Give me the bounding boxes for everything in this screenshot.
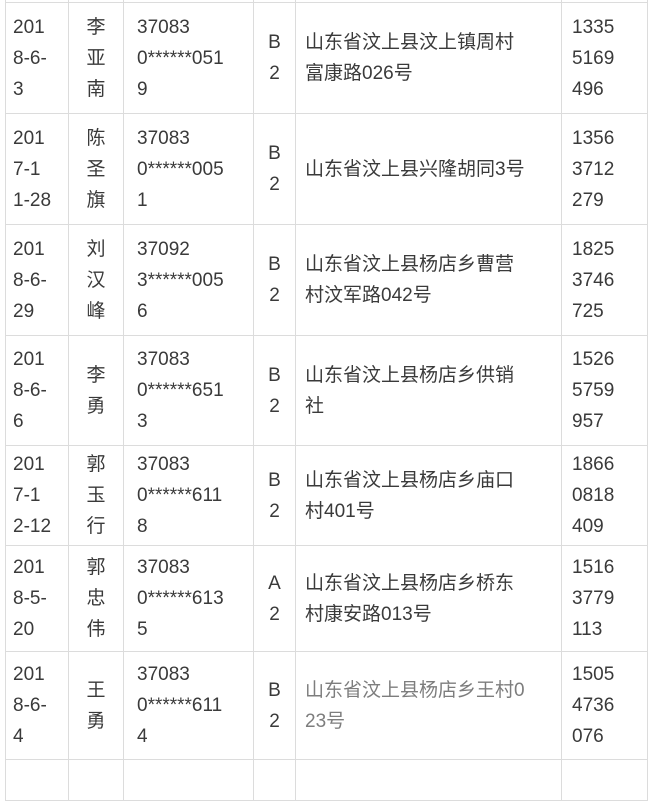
address-cell: 山东省汶上县汶上镇周村 富康路026号	[295, 2, 562, 114]
phone-cell: 1866 0818 409	[561, 445, 648, 546]
table-row: 201 8-6- 4 王 勇 37083 0******611 4 B 2 山东…	[5, 651, 648, 760]
license-class-cell: B 2	[253, 651, 296, 760]
date-cell	[5, 759, 69, 801]
date-cell: 201 8-6- 6	[5, 335, 69, 446]
date-cell: 201 7-1 1-28	[5, 113, 69, 225]
table-row: 201 7-1 2-12 郭 玉 行 37083 0******611 8 B …	[5, 445, 648, 546]
phone-cell: 1526 5759 957	[561, 335, 648, 446]
phone-cell: 1825 3746 725	[561, 224, 648, 336]
phone-cell: 1335 5169 496	[561, 2, 648, 114]
date-cell: 201 7-1 2-12	[5, 445, 69, 546]
license-class-cell: B 2	[253, 445, 296, 546]
id-cell: 37092 3******005 6	[123, 224, 254, 336]
license-class-cell	[253, 759, 296, 801]
license-class-cell: A 2	[253, 545, 296, 652]
name-cell: 李 勇	[68, 335, 124, 446]
address-cell: 山东省汶上县杨店乡曹营 村汶军路042号	[295, 224, 562, 336]
table-row: 201 8-6- 29 刘 汉 峰 37092 3******005 6 B 2…	[5, 224, 648, 336]
phone-cell	[561, 759, 648, 801]
table-row-partial-bottom	[5, 759, 648, 801]
id-cell: 37083 0******651 3	[123, 335, 254, 446]
table-row: 201 8-6- 3 李 亚 南 37083 0******051 9 B 2 …	[5, 2, 648, 114]
id-cell: 37083 0******611 4	[123, 651, 254, 760]
address-cell: 山东省汶上县杨店乡庙口 村401号	[295, 445, 562, 546]
address-cell: 山东省汶上县杨店乡供销 社	[295, 335, 562, 446]
name-cell: 刘 汉 峰	[68, 224, 124, 336]
table-row: 201 8-5- 20 郭 忠 伟 37083 0******613 5 A 2…	[5, 545, 648, 652]
address-cell: 山东省汶上县杨店乡桥东 村康安路013号	[295, 545, 562, 652]
address-cell: 山东省汶上县兴隆胡同3号	[295, 113, 562, 225]
name-cell: 郭 玉 行	[68, 445, 124, 546]
name-cell	[68, 759, 124, 801]
address-cell	[295, 759, 562, 801]
date-cell: 201 8-6- 4	[5, 651, 69, 760]
phone-cell: 1516 3779 113	[561, 545, 648, 652]
address-cell: 山东省汶上县杨店乡王村0 23号	[295, 651, 562, 760]
name-cell: 王 勇	[68, 651, 124, 760]
id-cell: 37083 0******005 1	[123, 113, 254, 225]
license-class-cell: B 2	[253, 113, 296, 225]
license-class-cell: B 2	[253, 2, 296, 114]
id-cell	[123, 759, 254, 801]
id-cell: 37083 0******613 5	[123, 545, 254, 652]
license-class-cell: B 2	[253, 224, 296, 336]
name-cell: 陈 圣 旗	[68, 113, 124, 225]
id-cell: 37083 0******051 9	[123, 2, 254, 114]
date-cell: 201 8-5- 20	[5, 545, 69, 652]
table-row: 201 7-1 1-28 陈 圣 旗 37083 0******005 1 B …	[5, 113, 648, 225]
name-cell: 郭 忠 伟	[68, 545, 124, 652]
phone-cell: 1505 4736 076	[561, 651, 648, 760]
id-cell: 37083 0******611 8	[123, 445, 254, 546]
date-cell: 201 8-6- 3	[5, 2, 69, 114]
name-cell: 李 亚 南	[68, 2, 124, 114]
license-class-cell: B 2	[253, 335, 296, 446]
table-row: 201 8-6- 6 李 勇 37083 0******651 3 B 2 山东…	[5, 335, 648, 446]
date-cell: 201 8-6- 29	[5, 224, 69, 336]
records-table: 201 8-6- 3 李 亚 南 37083 0******051 9 B 2 …	[5, 0, 648, 801]
phone-cell: 1356 3712 279	[561, 113, 648, 225]
